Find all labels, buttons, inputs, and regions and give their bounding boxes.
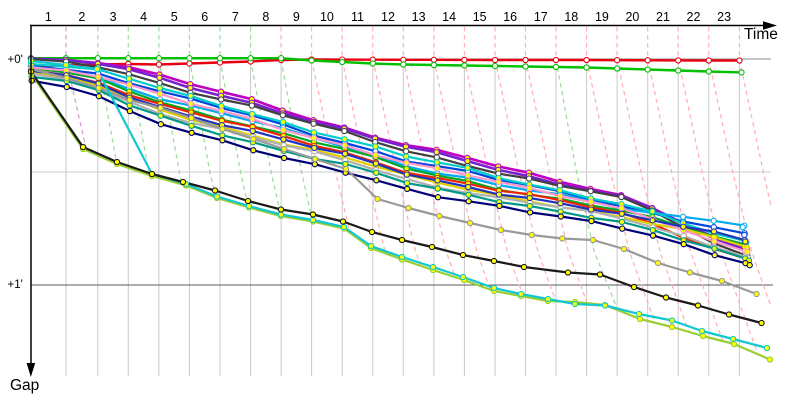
svg-text:14: 14	[442, 10, 456, 24]
svg-text:7: 7	[232, 10, 239, 24]
svg-text:22: 22	[687, 10, 701, 24]
svg-text:15: 15	[473, 10, 487, 24]
svg-text:17: 17	[534, 10, 548, 24]
svg-text:19: 19	[595, 10, 609, 24]
svg-text:3: 3	[110, 10, 117, 24]
svg-text:1: 1	[45, 10, 52, 24]
svg-text:Gap: Gap	[10, 377, 39, 394]
svg-text:16: 16	[503, 10, 517, 24]
svg-text:Time: Time	[744, 26, 778, 43]
svg-text:2: 2	[78, 10, 85, 24]
svg-text:8: 8	[262, 10, 269, 24]
svg-text:9: 9	[293, 10, 300, 24]
svg-text:4: 4	[140, 10, 147, 24]
svg-text:21: 21	[656, 10, 670, 24]
svg-text:6: 6	[201, 10, 208, 24]
svg-text:11: 11	[351, 10, 364, 24]
svg-text:10: 10	[320, 10, 334, 24]
svg-text:5: 5	[171, 10, 178, 24]
svg-text:20: 20	[625, 10, 639, 24]
svg-text:23: 23	[717, 10, 731, 24]
svg-text:+0': +0'	[8, 54, 23, 66]
svg-text:18: 18	[564, 10, 578, 24]
svg-text:+1': +1'	[8, 279, 23, 291]
svg-text:13: 13	[412, 10, 426, 24]
svg-text:12: 12	[381, 10, 395, 24]
